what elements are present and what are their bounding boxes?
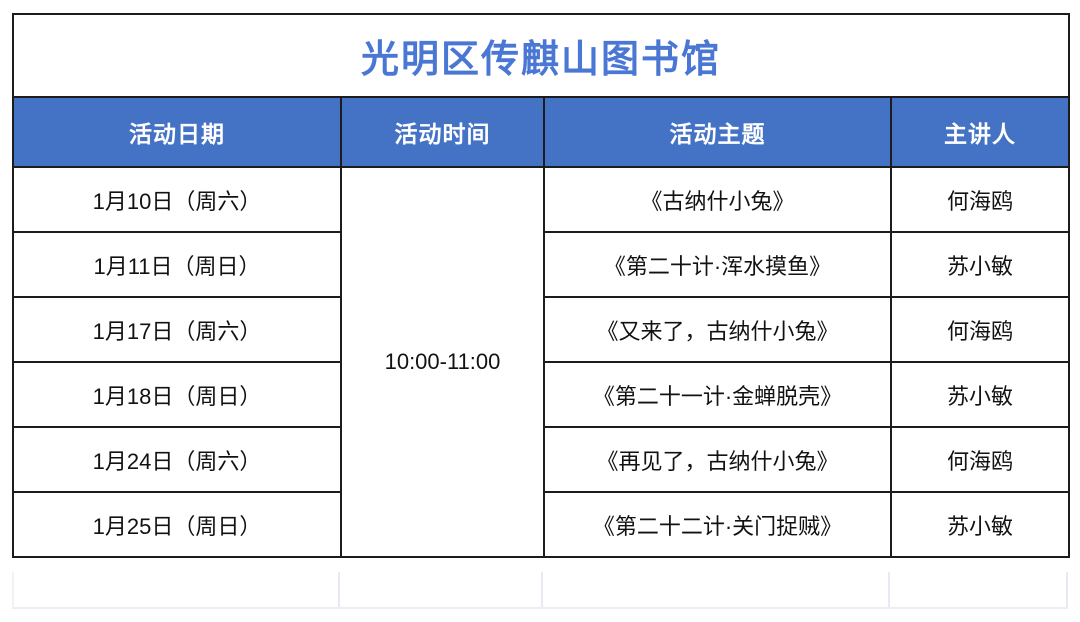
event-theme-cell: 《再见了，古纳什小兔》 <box>543 426 892 493</box>
header-row: 活动日期 活动时间 活动主题 主讲人 <box>12 96 1071 168</box>
event-speaker-cell: 何海鸥 <box>889 426 1071 493</box>
event-theme-cell: 《第二十一计·金蝉脱壳》 <box>543 361 892 428</box>
event-date-cell: 1月17日（周六） <box>12 296 342 363</box>
event-speaker-cell: 苏小敏 <box>889 231 1071 298</box>
event-theme-cell: 《古纳什小兔》 <box>543 166 892 233</box>
page-title: 光明区传麒山图书馆 <box>361 39 722 81</box>
event-date-cell: 1月11日（周日） <box>12 231 342 298</box>
title-cell: 光明区传麒山图书馆 <box>11 13 1071 98</box>
table-row: 1月24日（周六） 《再见了，古纳什小兔》 何海鸥 <box>12 426 1071 493</box>
column-header-time: 活动时间 <box>340 96 545 168</box>
event-speaker-cell: 苏小敏 <box>889 361 1071 428</box>
event-date-cell: 1月18日（周日） <box>12 361 342 428</box>
table-row: 1月18日（周日） 《第二十一计·金蝉脱壳》 苏小敏 <box>12 361 1071 428</box>
event-date-cell: 1月24日（周六） <box>12 426 342 493</box>
empty-cell <box>340 572 543 607</box>
event-theme-cell: 《第二十二计·关门捉贼》 <box>543 491 892 558</box>
event-date-cell: 1月25日（周日） <box>12 491 342 558</box>
table-row: 1月10日（周六） 10:00-11:00 《古纳什小兔》 何海鸥 <box>12 166 1071 558</box>
library-schedule-table: 光明区传麒山图书馆 活动日期 活动时间 活动主题 主讲人 1月10日（周六） 10… <box>11 13 1071 558</box>
column-header-date: 活动日期 <box>12 96 342 168</box>
event-speaker-cell: 何海鸥 <box>889 166 1071 233</box>
schedule-table: 光明区传麒山图书馆 活动日期 活动时间 活动主题 主讲人 1月10日（周六） 10… <box>11 13 1071 558</box>
column-header-speaker: 主讲人 <box>889 96 1071 168</box>
empty-cell <box>543 572 890 607</box>
event-speaker-cell: 苏小敏 <box>889 491 1071 558</box>
column-header-theme: 活动主题 <box>543 96 892 168</box>
table-row: 1月25日（周日） 《第二十二计·关门捉贼》 苏小敏 <box>12 491 1071 558</box>
empty-cell <box>12 572 340 607</box>
event-date-cell: 1月10日（周六） <box>12 166 342 233</box>
empty-sheet-row <box>12 572 1068 609</box>
title-row: 光明区传麒山图书馆 <box>11 13 1071 98</box>
event-time-cell: 10:00-11:00 <box>340 166 545 558</box>
event-theme-cell: 《第二十计·浑水摸鱼》 <box>543 231 892 298</box>
table-row: 1月17日（周六） 《又来了，古纳什小兔》 何海鸥 <box>12 296 1071 363</box>
empty-cell <box>890 572 1068 607</box>
table-row: 1月11日（周日） 《第二十计·浑水摸鱼》 苏小敏 <box>12 231 1071 298</box>
event-speaker-cell: 何海鸥 <box>889 296 1071 363</box>
event-theme-cell: 《又来了，古纳什小兔》 <box>543 296 892 363</box>
